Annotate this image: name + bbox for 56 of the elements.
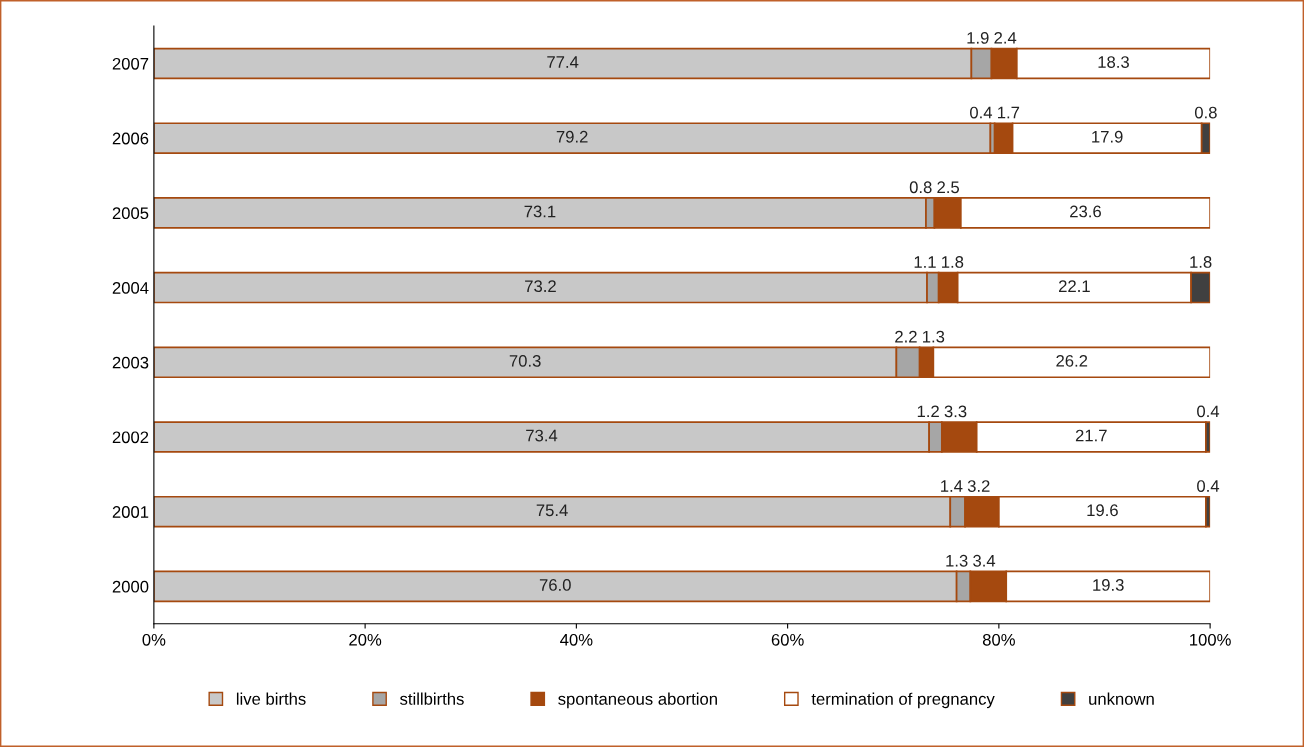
data-label: 1.8	[942, 256, 964, 268]
data-label: 19.3	[1093, 579, 1124, 591]
data-label: 0.8	[1194, 106, 1217, 119]
data-label: 3.2	[967, 480, 990, 492]
data-label: 75.4	[536, 504, 568, 517]
y-tick-label: 2007	[112, 57, 149, 70]
legend-label: spontaneous abortion	[558, 692, 717, 709]
data-label: 19.6	[1087, 504, 1118, 517]
data-label: 73.2	[525, 280, 556, 293]
x-tick-label: 60%	[771, 633, 804, 646]
data-label: 76.0	[539, 579, 571, 591]
data-label: 2.5	[937, 181, 960, 194]
data-label: 3.3	[944, 405, 967, 418]
data-label: 22.1	[1059, 280, 1090, 292]
data-label: 1.7	[998, 106, 1020, 119]
legend-label: live births	[236, 692, 306, 705]
y-tick-label: 2005	[112, 207, 149, 220]
x-tick-label: 20%	[349, 633, 382, 646]
data-label: 0.4	[1197, 480, 1220, 492]
x-tick-label: 100%	[1190, 633, 1231, 646]
legend-label: unknown	[1089, 692, 1154, 705]
data-label: 79.2	[556, 130, 588, 143]
data-label: 23.6	[1070, 205, 1101, 218]
data-label: 1.3	[946, 554, 968, 567]
data-label: 26.2	[1056, 354, 1088, 367]
data-label: 1.1	[914, 256, 936, 268]
data-label: 3.4	[973, 554, 996, 567]
data-label: 70.3	[509, 354, 541, 367]
bar	[153, 122, 992, 154]
data-label: 2.4	[994, 31, 1017, 44]
legend-label: termination of pregnancy	[811, 692, 995, 709]
x-tick-label: 80%	[982, 633, 1015, 646]
data-label: 1.9	[967, 31, 989, 44]
x-tick-label: 0%	[142, 633, 166, 646]
data-label: 1.2	[917, 405, 939, 418]
y-tick-label: 2003	[112, 356, 149, 369]
data-label: 1.8	[1190, 256, 1212, 268]
data-label: 0.8	[909, 181, 932, 194]
x-tick-label: 40%	[560, 633, 593, 646]
y-tick-label: 2004	[112, 282, 149, 294]
data-label: 1.4	[941, 480, 963, 492]
data-label: 73.4	[526, 429, 558, 442]
data-label: 21.7	[1075, 429, 1107, 442]
data-label: 77.4	[547, 56, 579, 68]
data-label: 0.4	[970, 106, 993, 119]
data-label: 73.1	[524, 205, 556, 218]
data-label: 17.9	[1092, 130, 1123, 143]
y-tick-label: 2001	[112, 506, 149, 518]
data-label: 18.3	[1098, 56, 1129, 68]
data-label: 0.4	[1197, 405, 1220, 418]
data-label: 1.3	[923, 330, 945, 343]
y-tick-label: 2002	[112, 431, 149, 444]
legend-label: stillbirths	[400, 692, 464, 705]
y-tick-label: 2000	[112, 580, 149, 593]
data-label: 2.2	[895, 330, 917, 343]
y-tick-label: 2006	[112, 132, 149, 145]
